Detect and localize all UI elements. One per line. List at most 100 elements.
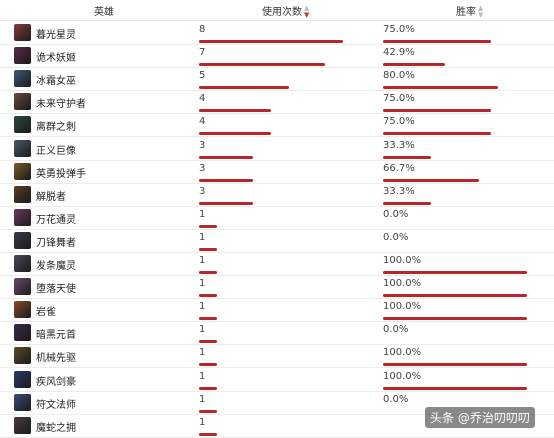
- winrate-value: 75.0%: [383, 24, 415, 35]
- winrate-value: 100.0%: [383, 301, 422, 312]
- hero-name[interactable]: 刀锋舞者: [36, 238, 76, 249]
- hero-name[interactable]: 符文法师: [36, 400, 76, 411]
- table-row[interactable]: 暗黑元首 1 0.0%: [0, 321, 554, 345]
- hero-name[interactable]: 未来守护者: [36, 99, 86, 110]
- winrate-bar: [383, 86, 498, 89]
- uses-bar: [199, 248, 217, 251]
- hero-name[interactable]: 诡术妖姬: [36, 53, 76, 64]
- winrate-value: 80.0%: [383, 70, 415, 81]
- hero-name[interactable]: 机械先驱: [36, 353, 76, 364]
- table-row[interactable]: 离群之刺 4 75.0%: [0, 113, 554, 137]
- winrate-value: 33.3%: [383, 186, 415, 197]
- uses-count: 1: [199, 394, 206, 405]
- table-row[interactable]: 发条魔灵 1 100.0%: [0, 252, 554, 276]
- table-row[interactable]: 暮光星灵 8 75.0%: [0, 21, 554, 45]
- uses-count: 5: [199, 70, 206, 81]
- winrate-column-label: 胜率: [456, 7, 476, 18]
- hero-name[interactable]: 万花通灵: [36, 215, 76, 226]
- hero-avatar[interactable]: [14, 70, 31, 87]
- hero-avatar[interactable]: [14, 278, 31, 295]
- uses-count: 4: [199, 116, 206, 127]
- table-row[interactable]: 正义巨像 3 33.3%: [0, 137, 554, 161]
- table-row[interactable]: 解脱者 3 33.3%: [0, 183, 554, 207]
- hero-name[interactable]: 岩雀: [36, 307, 56, 318]
- hero-name[interactable]: 暗黑元首: [36, 330, 76, 341]
- table-row[interactable]: 英勇投弹手 3 66.7%: [0, 160, 554, 184]
- table-row[interactable]: 堕落天使 1 100.0%: [0, 275, 554, 299]
- uses-count: 8: [199, 24, 206, 35]
- hero-avatar[interactable]: [14, 140, 31, 157]
- hero-avatar[interactable]: [14, 186, 31, 203]
- uses-bar: [199, 156, 253, 159]
- hero-avatar[interactable]: [14, 47, 31, 64]
- winrate-bar: [383, 387, 527, 390]
- winrate-bar: [383, 317, 527, 320]
- hero-name[interactable]: 魔蛇之拥: [36, 423, 76, 434]
- sort-arrows-icon[interactable]: ▲ ▼: [304, 5, 309, 19]
- winrate-bar: [383, 271, 527, 274]
- hero-avatar[interactable]: [14, 324, 31, 341]
- hero-avatar[interactable]: [14, 93, 31, 110]
- winrate-bar: [383, 63, 445, 66]
- table-row[interactable]: 万花通灵 1 0.0%: [0, 206, 554, 230]
- hero-name[interactable]: 英勇投弹手: [36, 169, 86, 180]
- uses-bar: [199, 271, 217, 274]
- table-row[interactable]: 符文法师 1 0.0%: [0, 391, 554, 415]
- winrate-bar: [383, 156, 431, 159]
- uses-count: 1: [199, 347, 206, 358]
- hero-avatar[interactable]: [14, 417, 31, 434]
- uses-bar: [199, 340, 217, 343]
- table-row[interactable]: 刀锋舞者 1 0.0%: [0, 229, 554, 253]
- uses-bar: [199, 179, 253, 182]
- sort-arrows-icon[interactable]: ▲ ▼: [478, 5, 483, 19]
- sort-down-icon: ▼: [478, 11, 484, 19]
- table-row[interactable]: 机械先驱 1 100.0%: [0, 344, 554, 368]
- hero-avatar[interactable]: [14, 163, 31, 180]
- hero-avatar[interactable]: [14, 24, 31, 41]
- uses-bar: [199, 40, 343, 43]
- hero-avatar[interactable]: [14, 116, 31, 133]
- hero-avatar[interactable]: [14, 209, 31, 226]
- sort-down-icon: ▼: [304, 11, 310, 19]
- hero-avatar[interactable]: [14, 371, 31, 388]
- table-row[interactable]: 诡术妖姬 7 42.9%: [0, 44, 554, 68]
- hero-name[interactable]: 暮光星灵: [36, 30, 76, 41]
- table-row[interactable]: 冰霜女巫 5 80.0%: [0, 67, 554, 91]
- winrate-bar: [383, 132, 491, 135]
- uses-bar: [199, 363, 217, 366]
- hero-name[interactable]: 冰霜女巫: [36, 76, 76, 87]
- uses-bar: [199, 433, 217, 436]
- uses-count: 1: [199, 324, 206, 335]
- winrate-bar: [383, 40, 491, 43]
- table-header: 英雄 使用次数 ▲ ▼ 胜率 ▲ ▼: [0, 0, 554, 21]
- hero-name[interactable]: 疾风剑豪: [36, 377, 76, 388]
- winrate-value: 75.0%: [383, 116, 415, 127]
- hero-name[interactable]: 堕落天使: [36, 284, 76, 295]
- winrate-column-header[interactable]: 胜率 ▲ ▼: [456, 3, 483, 19]
- hero-column-header[interactable]: 英雄: [94, 7, 114, 18]
- hero-avatar[interactable]: [14, 347, 31, 364]
- hero-avatar[interactable]: [14, 301, 31, 318]
- table-row[interactable]: 疾风剑豪 1 100.0%: [0, 368, 554, 392]
- uses-count: 3: [199, 140, 206, 151]
- winrate-value: 42.9%: [383, 47, 415, 58]
- uses-bar: [199, 86, 289, 89]
- table-row[interactable]: 未来守护者 4 75.0%: [0, 90, 554, 114]
- hero-name[interactable]: 正义巨像: [36, 146, 76, 157]
- uses-count: 1: [199, 232, 206, 243]
- hero-avatar[interactable]: [14, 255, 31, 272]
- hero-name[interactable]: 离群之刺: [36, 122, 76, 133]
- uses-column-header[interactable]: 使用次数 ▲ ▼: [262, 3, 309, 19]
- winrate-value: 100.0%: [383, 255, 422, 266]
- hero-avatar[interactable]: [14, 394, 31, 411]
- winrate-value: 100.0%: [383, 371, 422, 382]
- winrate-value: 33.3%: [383, 140, 415, 151]
- hero-avatar[interactable]: [14, 232, 31, 249]
- uses-count: 1: [199, 417, 206, 428]
- hero-name[interactable]: 解脱者: [36, 192, 66, 203]
- table-row[interactable]: 岩雀 1 100.0%: [0, 298, 554, 322]
- uses-count: 1: [199, 209, 206, 220]
- winrate-bar: [383, 294, 527, 297]
- hero-name[interactable]: 发条魔灵: [36, 261, 76, 272]
- uses-bar: [199, 225, 217, 228]
